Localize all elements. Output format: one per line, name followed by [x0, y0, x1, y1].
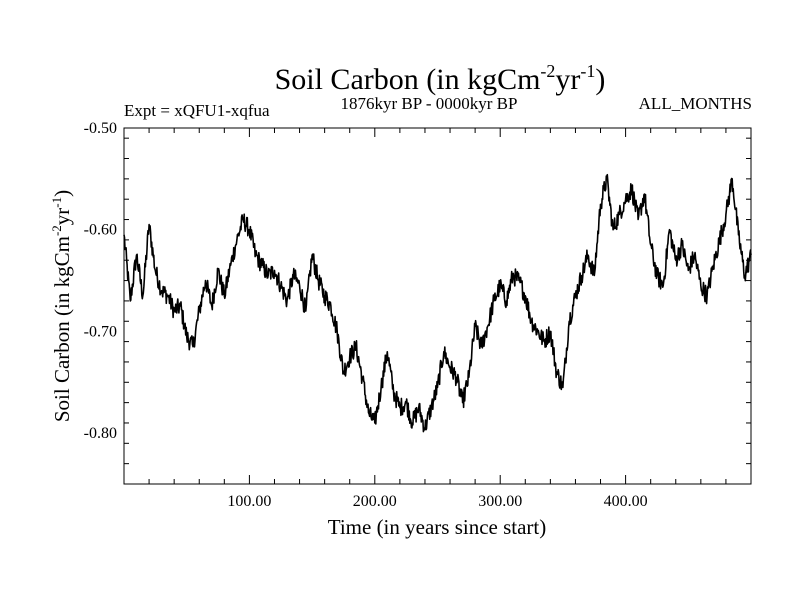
subtitle-time-range: 1876kyr BP - 0000kyr BP [341, 94, 518, 113]
x-tick-label: 300.00 [478, 493, 522, 510]
x-tick-labels: 100.00 200.00 300.00 400.00 [227, 493, 647, 510]
subtitle-months: ALL_MONTHS [639, 94, 752, 113]
x-tick-label: 100.00 [227, 493, 271, 510]
y-tick-labels: -0.50 -0.60 -0.70 -0.80 [84, 120, 117, 442]
y-tick-label: -0.50 [84, 120, 117, 137]
plot-frame [123, 127, 752, 485]
x-tick-label: 400.00 [604, 493, 648, 510]
x-tick-label: 200.00 [353, 493, 397, 510]
y-tick-label: -0.80 [84, 425, 117, 442]
y-axis-label: Soil Carbon (in kgCm-2yr-1) [49, 190, 74, 422]
chart-title: Soil Carbon (in kgCm-2yr-1) [275, 61, 606, 96]
subtitle-experiment: Expt = xQFU1-xqfua [124, 101, 270, 120]
x-axis-label: Time (in years since start) [328, 515, 547, 539]
y-tick-label: -0.70 [84, 323, 117, 340]
series-line [123, 173, 752, 433]
y-tick-label: -0.60 [84, 222, 117, 239]
